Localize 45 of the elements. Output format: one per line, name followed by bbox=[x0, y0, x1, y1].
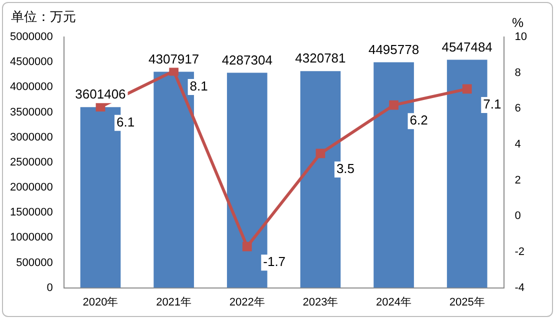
y2-tick-label: 6 bbox=[514, 102, 521, 115]
y-tick-label: 1000000 bbox=[10, 232, 53, 244]
x-tick-label: 2021年 bbox=[156, 296, 192, 308]
point bbox=[462, 84, 472, 94]
y-axis-title: 单位：万元 bbox=[11, 9, 76, 24]
y-tick-label: 2500000 bbox=[10, 156, 53, 168]
y2-axis-title: % bbox=[512, 15, 524, 30]
y2-tick-label: 0 bbox=[514, 210, 521, 222]
x-tick-label: 2022年 bbox=[229, 296, 265, 308]
data-label: 4307917 bbox=[148, 51, 200, 66]
data-label: 3601406 bbox=[75, 86, 126, 102]
y2-tick-label: 2 bbox=[514, 174, 521, 186]
y2-tick-label: -4 bbox=[514, 282, 525, 294]
point bbox=[242, 242, 252, 252]
data-label: 6.1 bbox=[116, 114, 135, 130]
data-label: 4547484 bbox=[442, 39, 492, 54]
y-tick-label: 3000000 bbox=[10, 131, 53, 144]
data-label: 8.1 bbox=[190, 78, 208, 94]
data-label: -1.7 bbox=[263, 254, 286, 270]
data-label: 7.1 bbox=[483, 96, 502, 112]
y2-tick-label: 10 bbox=[514, 31, 528, 44]
data-label: 4287304 bbox=[222, 52, 272, 68]
point bbox=[389, 100, 398, 110]
x-tick-label: 2020年 bbox=[82, 296, 118, 308]
y2-tick-label: 8 bbox=[514, 66, 521, 79]
y-tick-label: 3500000 bbox=[10, 106, 53, 118]
point bbox=[96, 102, 106, 112]
y-tick-label: 5000000 bbox=[10, 31, 53, 44]
x-tick-label: 2023年 bbox=[302, 296, 338, 308]
y2-tick-label: 4 bbox=[514, 138, 521, 151]
y-tick-label: 4500000 bbox=[10, 56, 53, 68]
y-tick-label: 4000000 bbox=[10, 81, 53, 94]
data-label: 6.2 bbox=[410, 112, 428, 128]
point bbox=[169, 66, 178, 76]
y-tick-label: 2000000 bbox=[10, 182, 53, 194]
data-label: 3.5 bbox=[336, 161, 355, 176]
x-tick-label: 2025年 bbox=[449, 296, 485, 308]
point bbox=[316, 148, 326, 158]
y-tick-label: 1500000 bbox=[10, 206, 53, 219]
data-label: 4320781 bbox=[295, 50, 346, 66]
data-label: 4495778 bbox=[368, 42, 420, 57]
x-tick-label: 2024年 bbox=[376, 296, 412, 308]
y-tick-label: 500000 bbox=[16, 256, 53, 269]
y-tick-label: 0 bbox=[46, 282, 53, 294]
y2-tick-label: -2 bbox=[514, 246, 525, 258]
